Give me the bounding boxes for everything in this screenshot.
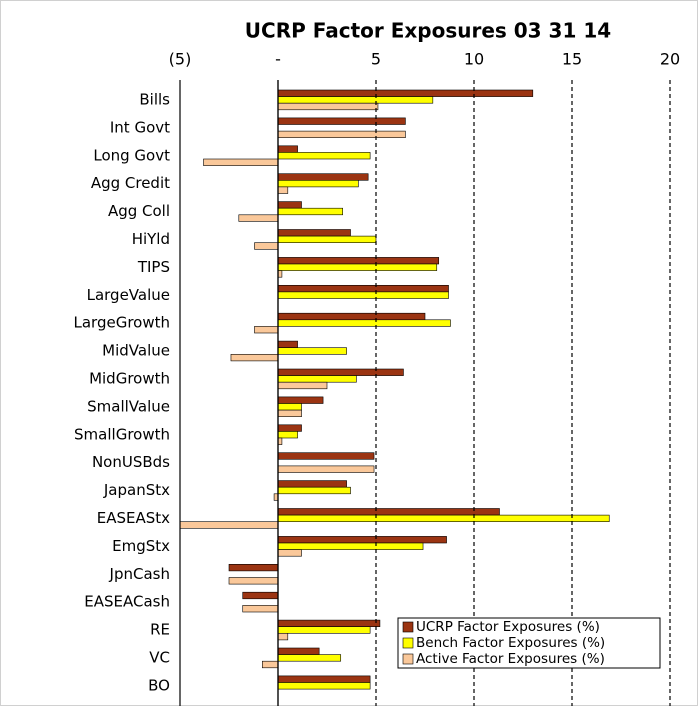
bar <box>254 326 279 334</box>
y-tick-label: VC <box>149 649 170 667</box>
bar <box>277 465 375 473</box>
y-tick-label: Bills <box>139 91 170 109</box>
bar <box>277 452 375 460</box>
bar <box>277 480 347 488</box>
bar <box>277 536 447 544</box>
y-tick-label: Agg Coll <box>108 202 170 220</box>
bar <box>277 654 342 662</box>
legend-label: UCRP Factor Exposures (%) <box>416 619 600 635</box>
bar <box>277 291 449 299</box>
legend-swatch <box>402 653 414 665</box>
chart-title: UCRP Factor Exposures 03 31 14 <box>245 19 611 43</box>
bar <box>238 214 279 222</box>
bar <box>277 180 359 188</box>
bar <box>277 340 298 349</box>
bar <box>277 409 302 418</box>
y-tick-label: TIPS <box>137 258 170 276</box>
bar <box>230 353 279 362</box>
bar <box>277 431 298 439</box>
bar <box>277 152 371 160</box>
bar <box>277 542 424 550</box>
bar <box>277 626 371 634</box>
bar <box>254 242 279 250</box>
y-tick-label: JpnCash <box>109 565 170 583</box>
bar <box>277 263 438 271</box>
bar <box>277 173 369 181</box>
y-tick-label: BO <box>148 676 170 694</box>
bar <box>277 347 347 355</box>
bar <box>203 158 279 166</box>
bar <box>277 186 289 194</box>
bar <box>277 508 500 516</box>
y-tick-label: Long Govt <box>93 146 170 164</box>
bar <box>277 619 381 627</box>
x-tick-label: (5) <box>169 50 192 69</box>
bar <box>262 660 279 669</box>
legend-box <box>397 617 661 669</box>
y-tick-label: MidGrowth <box>89 370 170 388</box>
bar <box>277 89 534 97</box>
x-tick-label: 5 <box>371 50 381 69</box>
x-tick-label: 20 <box>660 50 680 69</box>
bar <box>228 577 279 585</box>
bar <box>277 486 351 495</box>
plot <box>180 89 610 690</box>
bar <box>277 375 357 383</box>
x-tick-label: 10 <box>464 50 484 69</box>
bar <box>277 229 351 237</box>
x-tick-label: 15 <box>562 50 582 69</box>
y-tick-label: LargeGrowth <box>74 314 171 332</box>
bar <box>277 207 343 216</box>
bar <box>277 235 377 244</box>
y-tick-label: MidValue <box>102 342 170 360</box>
legend-swatch <box>402 637 414 649</box>
bar <box>277 130 406 139</box>
bar <box>277 96 434 104</box>
legend-swatch <box>402 621 414 633</box>
legend-label: Active Factor Exposures (%) <box>416 651 605 667</box>
y-tick-label: SmallValue <box>87 397 170 415</box>
bar <box>277 312 426 321</box>
bar <box>277 403 302 411</box>
y-tick-label: JapanStx <box>103 481 170 499</box>
bar <box>277 396 324 404</box>
bar <box>277 102 379 111</box>
bar <box>277 682 371 690</box>
bar <box>277 319 451 327</box>
bar <box>277 381 328 390</box>
y-tick-label: Int Govt <box>110 118 170 136</box>
bar <box>242 591 279 600</box>
y-tick-label: NonUSBds <box>92 453 170 471</box>
bar <box>277 201 302 209</box>
bar <box>277 647 320 655</box>
x-tick-label: - <box>275 50 281 69</box>
y-tick-label: Agg Credit <box>91 174 170 192</box>
bar <box>228 563 279 572</box>
bar <box>180 521 279 529</box>
legend-label: Bench Factor Exposures (%) <box>416 635 605 651</box>
bar <box>277 424 302 432</box>
y-tick-label: EmgStx <box>112 537 170 555</box>
bar <box>277 284 449 293</box>
bar <box>277 145 298 153</box>
y-tick-label: LargeValue <box>87 286 170 304</box>
y-tick-label: RE <box>150 621 170 639</box>
bar <box>242 605 279 613</box>
y-tick-label: HiYld <box>132 230 170 248</box>
bar <box>277 549 302 557</box>
y-tick-label: EASEACash <box>84 593 170 611</box>
bar <box>277 117 406 125</box>
bar <box>277 257 440 265</box>
bar <box>277 675 371 683</box>
bar <box>277 514 610 522</box>
bar <box>277 632 289 641</box>
y-tick-label: SmallGrowth <box>74 425 170 443</box>
y-tick-label: EASEAStx <box>97 509 170 527</box>
bar <box>277 368 404 376</box>
